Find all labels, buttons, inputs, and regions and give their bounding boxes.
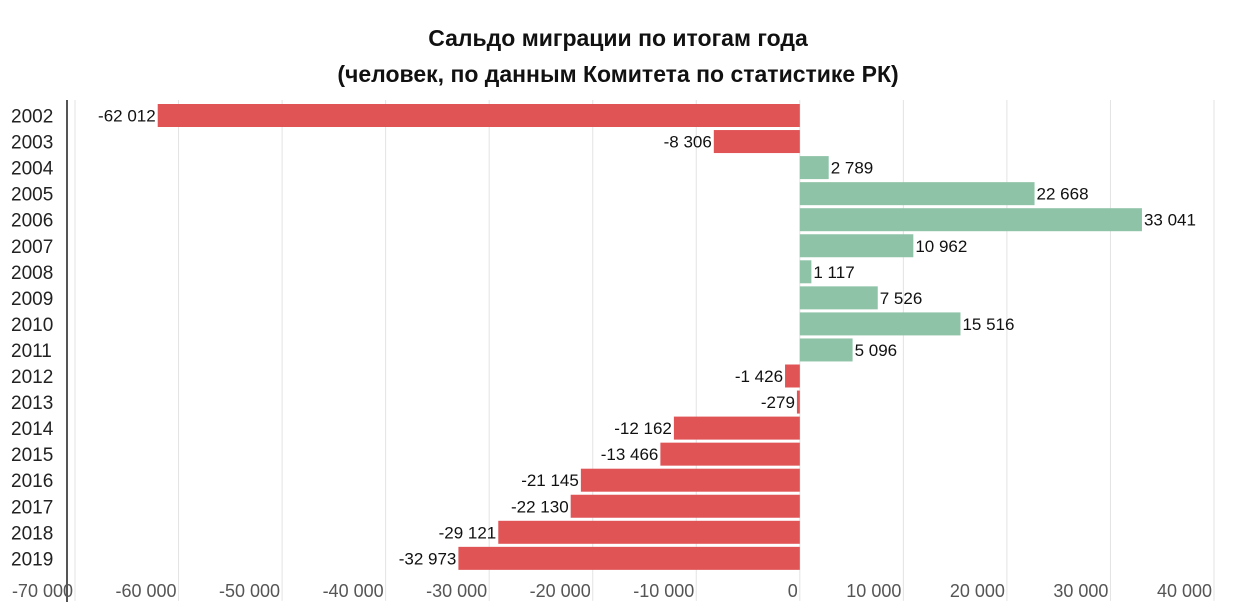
category-label: 2004: [11, 159, 54, 180]
x-tick-label: -70 000: [12, 581, 73, 601]
data-label: -13 466: [601, 445, 659, 464]
data-label: -12 162: [614, 419, 672, 438]
data-label: 10 962: [915, 237, 967, 256]
data-label: 2 789: [831, 159, 874, 178]
category-label: 2015: [11, 445, 53, 466]
bar: [799, 260, 812, 284]
data-label: 7 526: [880, 289, 923, 308]
bar: [157, 104, 800, 127]
data-label: -8 306: [664, 133, 712, 152]
x-tick-label: 20 000: [950, 581, 1005, 601]
data-label: -279: [761, 393, 795, 412]
bar: [458, 546, 800, 570]
chart-title-block: Сальдо миграции по итогам года (человек,…: [0, 20, 1236, 92]
x-tick-label: -10 000: [633, 581, 694, 601]
category-label: 2008: [11, 263, 53, 284]
bar: [498, 520, 800, 544]
x-tick-label: 30 000: [1053, 581, 1108, 601]
data-labels: -62 012 -8 306 2 789 22 668 33 041 10 962 1 11…: [98, 107, 1196, 569]
x-tick-label: -30 000: [426, 581, 487, 601]
data-label: 5 096: [855, 341, 898, 360]
category-label: 2018: [11, 523, 53, 544]
x-tick-label: -40 000: [323, 581, 384, 601]
data-label: -21 145: [521, 471, 579, 490]
bars: [157, 104, 1142, 570]
data-label: 33 041: [1144, 211, 1196, 230]
category-label: 2011: [11, 341, 52, 362]
bar: [799, 312, 961, 336]
category-label: 2007: [11, 237, 53, 258]
category-label: 2003: [11, 133, 53, 154]
data-label: -29 121: [439, 523, 497, 542]
x-tick-label: 40 000: [1157, 581, 1212, 601]
category-label: 2010: [11, 315, 53, 336]
bar: [785, 364, 800, 388]
chart-subtitle: (человек, по данным Комитета по статисти…: [337, 61, 899, 87]
x-tick-label: -20 000: [530, 581, 591, 601]
bar: [570, 494, 800, 518]
chart-title: Сальдо миграции по итогам года: [428, 25, 808, 51]
bar: [796, 390, 800, 414]
data-label: 15 516: [962, 315, 1014, 334]
category-label: 2009: [11, 289, 53, 310]
bar: [799, 234, 914, 258]
data-label: -62 012: [98, 107, 156, 126]
x-tick-label: -60 000: [115, 581, 176, 601]
x-tick-label: 10 000: [846, 581, 901, 601]
category-label: 2017: [11, 497, 53, 518]
bar: [799, 286, 878, 310]
category-label: 2005: [11, 185, 53, 206]
category-label: 2013: [11, 393, 53, 414]
data-label: -1 426: [735, 367, 783, 386]
data-label: -32 973: [399, 549, 457, 568]
data-label: 22 668: [1037, 185, 1089, 204]
bar: [660, 442, 800, 466]
category-labels: 2002 2003 2004 2005 2006 2007 2008 2009 2010 2011…: [11, 107, 54, 571]
bar: [799, 182, 1035, 206]
category-label: 2002: [11, 107, 53, 128]
x-tick-label: 0: [788, 581, 798, 601]
bar: [713, 130, 800, 154]
data-label: 1 117: [813, 263, 854, 282]
x-tick-labels: -70 000 -60 000 -50 000 -40 000 -30 000 -20 0…: [12, 581, 1212, 601]
bar: [673, 416, 800, 440]
x-tick-label: -50 000: [219, 581, 280, 601]
bar: [799, 208, 1142, 232]
category-label: 2016: [11, 471, 53, 492]
bar: [799, 338, 853, 362]
category-label: 2014: [11, 419, 54, 440]
category-label: 2019: [11, 549, 53, 570]
bar: [799, 156, 829, 180]
bar: [580, 468, 800, 492]
data-label: -22 130: [511, 497, 569, 516]
category-label: 2006: [11, 211, 53, 232]
category-label: 2012: [11, 367, 53, 388]
